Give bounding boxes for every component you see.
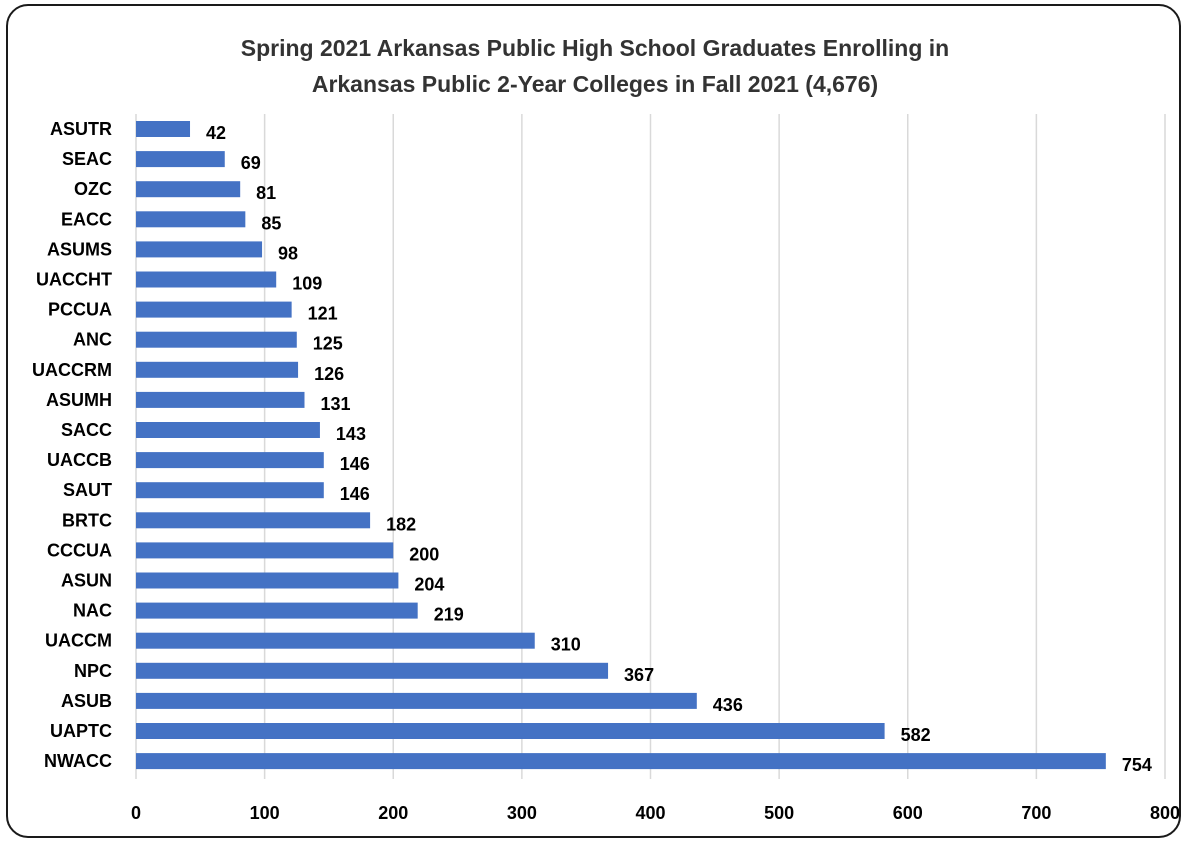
- bar: [136, 662, 609, 679]
- category-label: ASUMS: [47, 239, 112, 259]
- bar: [136, 512, 371, 529]
- value-label: 204: [414, 575, 444, 595]
- category-label: ASUTR: [50, 119, 112, 139]
- category-label: UACCB: [47, 450, 112, 470]
- bar: [136, 422, 320, 438]
- x-tick-label: 0: [131, 803, 141, 823]
- value-label: 754: [1122, 755, 1152, 775]
- value-label: 219: [434, 605, 464, 625]
- chart-title-line1: Spring 2021 Arkansas Public High School …: [240, 35, 950, 61]
- bar: [136, 271, 277, 288]
- bar: [136, 121, 191, 137]
- category-label: SAUT: [63, 480, 112, 500]
- category-label: SEAC: [62, 149, 112, 169]
- category-label: UACCRM: [32, 360, 112, 380]
- value-label: 310: [551, 635, 581, 655]
- category-label: CCCUA: [47, 540, 112, 560]
- bar: [136, 542, 394, 559]
- category-label: ASUMH: [46, 390, 112, 410]
- value-label: 182: [386, 514, 416, 534]
- x-tick-label: 800: [1150, 803, 1180, 823]
- labels: 0 100 200 300 400 500 600 700 800 ASUTR 42 SEAC 69 OZ…: [32, 119, 1180, 823]
- bar: [136, 572, 399, 589]
- value-label: 143: [336, 424, 366, 444]
- bar: [136, 452, 324, 469]
- value-label: 85: [261, 213, 281, 233]
- bar: [136, 181, 241, 198]
- category-label: ASUN: [61, 571, 112, 591]
- value-label: 98: [278, 243, 298, 263]
- bar: [136, 602, 418, 619]
- value-label: 125: [313, 334, 343, 354]
- x-tick-label: 500: [764, 803, 794, 823]
- x-tick-label: 400: [635, 803, 665, 823]
- bar: [136, 151, 225, 168]
- bar: [136, 723, 885, 739]
- category-label: NWACC: [44, 751, 112, 771]
- chart-title-line2: Arkansas Public 2-Year Colleges in Fall …: [311, 71, 879, 97]
- value-label: 42: [206, 123, 226, 143]
- x-tick-label: 200: [378, 803, 408, 823]
- value-label: 109: [292, 274, 322, 294]
- bar: [136, 241, 263, 258]
- bar: [136, 331, 297, 348]
- category-label: NAC: [73, 601, 112, 621]
- x-tick-label: 600: [893, 803, 923, 823]
- value-label: 126: [314, 364, 344, 384]
- category-label: UACCM: [45, 631, 112, 651]
- bar: [136, 632, 535, 649]
- category-label: UACCHT: [36, 270, 112, 290]
- category-label: SACC: [61, 420, 112, 440]
- x-tick-label: 100: [250, 803, 280, 823]
- bar: [136, 361, 299, 378]
- bar: [136, 692, 697, 709]
- bar: [136, 301, 292, 318]
- value-label: 436: [713, 695, 743, 715]
- category-label: UAPTC: [50, 721, 112, 741]
- category-label: EACC: [61, 209, 112, 229]
- category-label: ASUB: [61, 691, 112, 711]
- value-label: 146: [340, 454, 370, 474]
- category-label: BRTC: [62, 510, 112, 530]
- bar: [136, 482, 324, 499]
- category-label: PCCUA: [48, 300, 112, 320]
- bar: [136, 211, 246, 228]
- value-label: 121: [308, 304, 338, 324]
- value-label: 131: [320, 394, 350, 414]
- bar: [136, 391, 305, 408]
- category-label: NPC: [74, 661, 112, 681]
- value-label: 146: [340, 484, 370, 504]
- bar: [136, 753, 1106, 770]
- chart-title: Spring 2021 Arkansas Public High School …: [0, 30, 1190, 102]
- bars: [136, 121, 1106, 770]
- value-label: 81: [256, 183, 276, 203]
- value-label: 69: [241, 153, 261, 173]
- value-label: 200: [409, 544, 439, 564]
- x-tick-label: 700: [1021, 803, 1051, 823]
- category-label: OZC: [74, 179, 112, 199]
- value-label: 367: [624, 665, 654, 685]
- category-label: ANC: [73, 330, 112, 350]
- x-tick-label: 300: [507, 803, 537, 823]
- value-label: 582: [901, 725, 931, 745]
